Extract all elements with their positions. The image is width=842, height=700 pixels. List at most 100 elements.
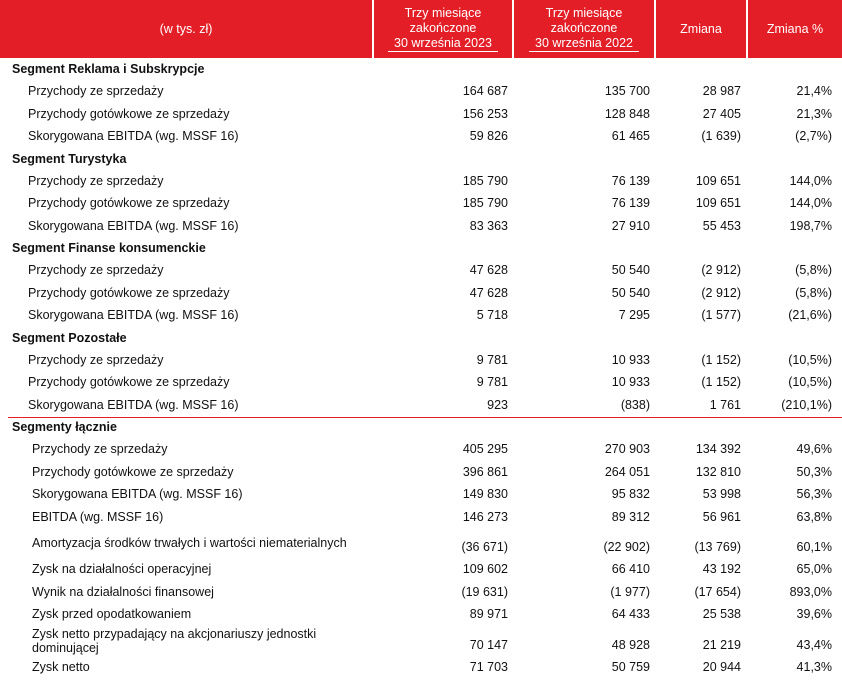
row-label: Skorygowana EBITDA (wg. MSSF 16) [28, 129, 239, 144]
row-value: 56 961 [702, 509, 741, 524]
row-value: 56,3% [796, 487, 832, 501]
row-value: 50 759 [611, 659, 650, 674]
row-value: 71 703 [469, 659, 508, 674]
section-title: Segment Reklama i Subskrypcje [12, 62, 205, 76]
row-label: Skorygowana EBITDA (wg. MSSF 16) [28, 218, 239, 233]
row-value: 43 192 [702, 562, 741, 576]
row-label: Przychody gotówkowe ze sprzedaży [28, 106, 230, 121]
row-value: 50 540 [611, 285, 650, 300]
separator [8, 417, 842, 418]
row-value: 20 944 [702, 659, 741, 674]
row-label: Przychody ze sprzedaży [28, 173, 164, 188]
row-value: 95 832 [611, 487, 650, 501]
row-value: 43,4% [796, 637, 832, 652]
row-value: (36 671) [461, 540, 508, 554]
row-label: Amortyzacja środków trwałych i wartości … [32, 536, 347, 550]
header-cell: (w tys. zł) [0, 0, 372, 58]
row-value: 21,3% [796, 106, 832, 121]
row-value: (19 631) [461, 584, 508, 599]
header-line: Zmiana % [766, 21, 824, 36]
row-value: (2 912) [701, 263, 741, 277]
row-label: Przychody gotówkowe ze sprzedaży [28, 196, 230, 211]
row-value: 25 538 [702, 607, 741, 621]
row-label: Przychody ze sprzedaży [32, 442, 168, 457]
row-value: (210,1%) [781, 397, 832, 412]
row-value: 270 903 [604, 442, 650, 456]
row-value: (5,8%) [795, 285, 832, 300]
row-value: 61 465 [611, 129, 650, 143]
row-value: 9 781 [476, 352, 508, 367]
row-value: (838) [620, 397, 650, 412]
row-label: Przychody ze sprzedaży [28, 263, 164, 278]
header-line: 30 września 2023 [388, 36, 498, 52]
row-value: 66 410 [611, 562, 650, 576]
row-label: Przychody gotówkowe ze sprzedaży [28, 375, 230, 390]
row-label: Skorygowana EBITDA (wg. MSSF 16) [32, 487, 243, 502]
row-value: 164 687 [462, 84, 508, 98]
row-label: Skorygowana EBITDA (wg. MSSF 16) [28, 397, 239, 412]
row-value: 70 147 [469, 637, 508, 652]
row-value: 76 139 [611, 196, 650, 210]
section-title: Segment Turystyka [12, 151, 127, 166]
row-value: 48 928 [611, 637, 650, 652]
row-value: 135 700 [604, 84, 650, 98]
row-label: Przychody gotówkowe ze sprzedaży [28, 285, 230, 300]
row-label: EBITDA (wg. MSSF 16) [32, 509, 164, 524]
row-label: Zysk na działalności operacyjnej [32, 562, 212, 577]
row-value: (1 152) [701, 352, 741, 367]
row-value: 27 405 [702, 106, 741, 121]
row-value: 28 987 [702, 84, 741, 98]
row-value: 59 826 [469, 129, 508, 143]
row-value: 405 295 [462, 442, 508, 456]
row-value: 109 651 [695, 196, 741, 210]
row-value: 76 139 [611, 173, 650, 188]
section-title: Segmenty łącznie [12, 420, 117, 434]
row-value: 50,3% [796, 464, 832, 479]
row-label: Wynik na działalności finansowej [32, 584, 214, 599]
row-value: (22 902) [603, 540, 650, 554]
row-value: 21,4% [796, 84, 832, 98]
row-label: Zysk netto przypadający na akcjonariuszy… [32, 626, 317, 655]
row-value: 60,1% [796, 540, 832, 554]
row-value: 128 848 [604, 106, 650, 121]
row-label: Zysk netto [32, 659, 90, 674]
row-value: 109 651 [695, 173, 741, 188]
row-value: 47 628 [469, 263, 508, 277]
row-value: 39,6% [796, 607, 832, 621]
row-label: Zysk przed opodatkowaniem [32, 607, 192, 622]
row-value: (13 769) [694, 540, 741, 554]
row-value: 149 830 [462, 487, 508, 501]
header-cell: Trzy miesiące zakończone 30 września 2023 [374, 0, 512, 58]
row-value: 156 253 [462, 106, 508, 121]
row-value: (1 977) [610, 584, 650, 599]
row-value: (5,8%) [795, 263, 832, 277]
header-line: zakończone [550, 21, 618, 35]
row-value: (10,5%) [788, 352, 832, 367]
row-value: 893,0% [789, 584, 832, 599]
row-value: (1 639) [701, 129, 741, 143]
row-label: Przychody gotówkowe ze sprzedaży [32, 464, 234, 479]
row-value: 89 971 [469, 607, 508, 621]
row-value: (10,5%) [788, 375, 832, 389]
row-label: Przychody ze sprzedaży [28, 352, 164, 367]
row-value: (2,7%) [795, 129, 832, 143]
header-line: 30 września 2022 [529, 36, 639, 52]
header-cell: Trzy miesiące zakończone 30 września 2022 [514, 0, 654, 58]
row-value: 109 602 [462, 562, 508, 576]
row-value: 9 781 [476, 375, 508, 389]
row-value: 50 540 [611, 263, 650, 277]
row-value: 264 051 [604, 464, 650, 479]
row-value: 146 273 [462, 509, 508, 524]
row-value: 198,7% [789, 218, 832, 233]
row-value: 134 392 [695, 442, 741, 456]
row-value: 132 810 [695, 464, 741, 479]
row-value: 89 312 [611, 509, 650, 524]
header-line: Zmiana [680, 21, 722, 36]
row-value: 21 219 [702, 637, 741, 652]
row-value: 144,0% [789, 173, 832, 188]
row-value: 10 933 [611, 375, 650, 389]
header-cell: Zmiana [656, 0, 746, 58]
section-title: Segment Pozostałe [12, 330, 127, 345]
